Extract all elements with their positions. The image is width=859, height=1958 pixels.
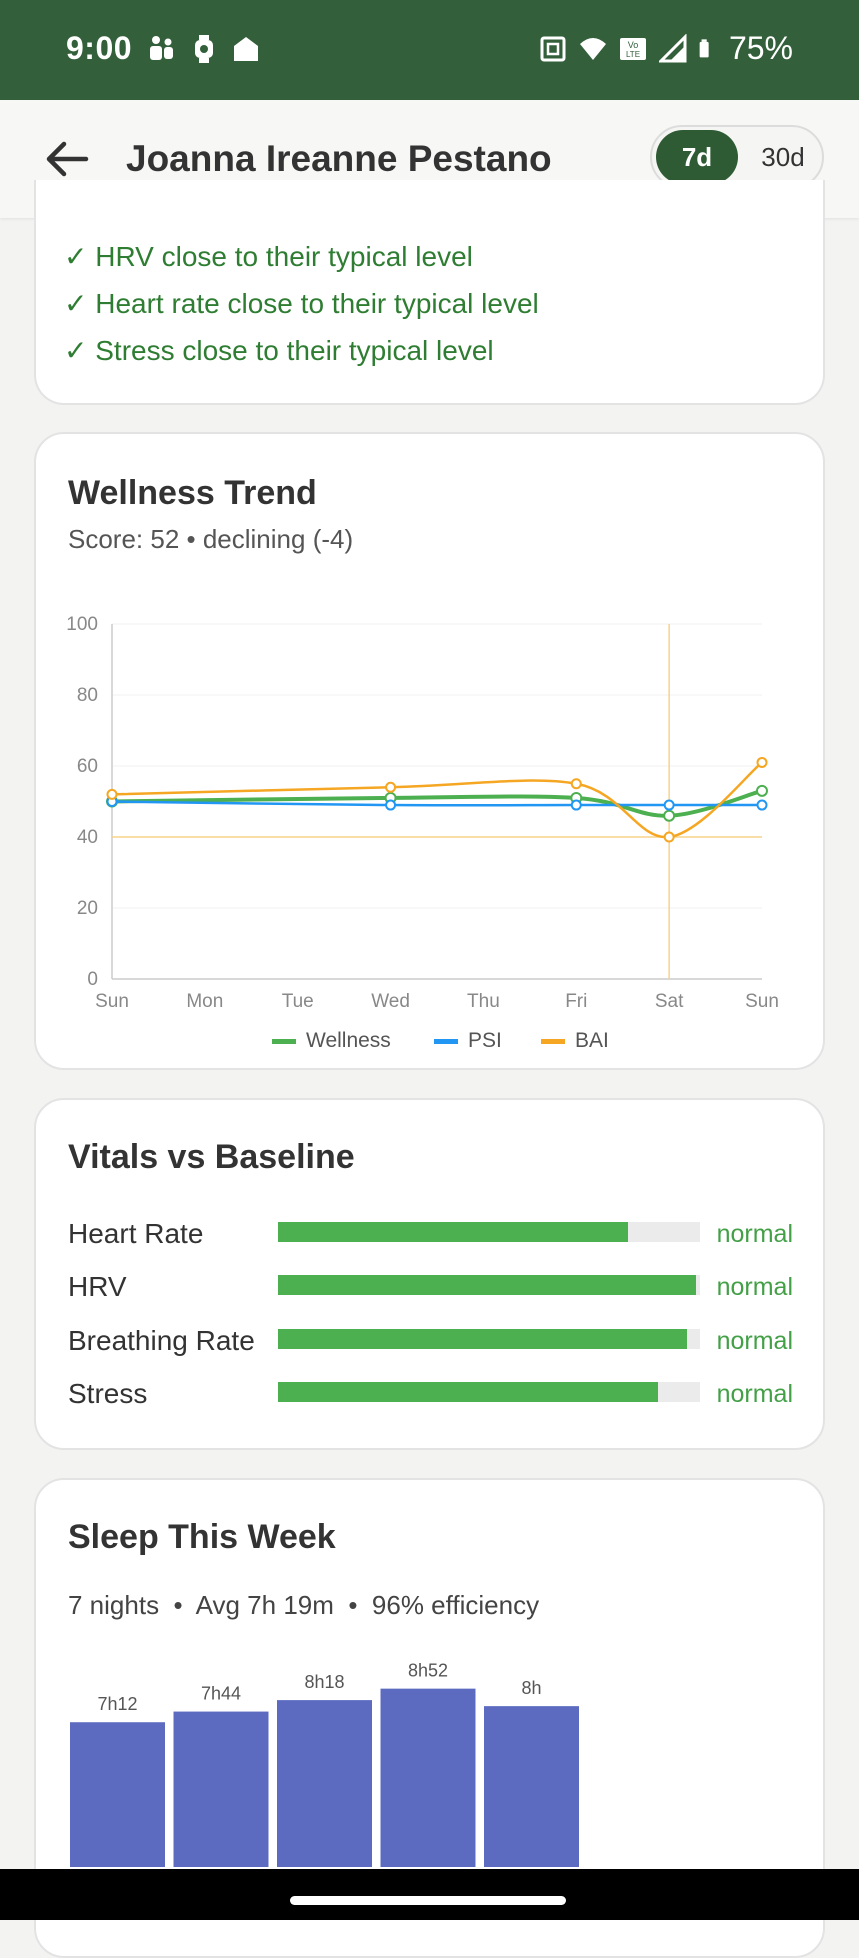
vital-label: Stress	[68, 1378, 148, 1409]
page-title: Joanna Ireanne Pestano	[126, 138, 552, 179]
card-title: Vitals vs Baseline	[68, 1138, 355, 1176]
vital-label: HRV	[68, 1271, 127, 1302]
vital-bar-fill	[278, 1382, 658, 1402]
y-tick-label: 20	[77, 898, 98, 919]
status-time: 9:00	[66, 30, 133, 66]
x-tick-label: Tue	[282, 991, 314, 1012]
sleep-bar-label: 7h44	[201, 1684, 241, 1704]
legend-label: BAI	[575, 1029, 609, 1052]
vital-bar	[278, 1275, 700, 1295]
vital-status: normal	[716, 1380, 793, 1408]
data-point-bai	[385, 781, 397, 793]
x-tick-label: Mon	[186, 991, 223, 1012]
nfc-icon	[540, 36, 566, 61]
data-point-bai	[106, 788, 118, 800]
wellness-score: Score: 52 • declining (-4)	[68, 524, 354, 554]
series-line-psi	[111, 800, 762, 807]
legend-label: Wellness	[306, 1029, 391, 1052]
sleep-bar-label: 8h	[521, 1678, 541, 1698]
battery-percent: 75%	[728, 30, 793, 66]
y-tick-label: 80	[77, 685, 98, 706]
data-point-bai	[756, 756, 768, 768]
home-icon	[234, 37, 258, 61]
data-point-wellness	[663, 809, 676, 822]
sleep-bar-label: 8h52	[408, 1661, 448, 1681]
x-tick-label: Sun	[95, 991, 129, 1012]
svg-text:LTE: LTE	[626, 50, 640, 59]
home-gesture-handle[interactable]	[290, 1896, 566, 1905]
series-line-wellness	[111, 788, 763, 818]
legend-swatch	[434, 1039, 458, 1044]
vitals-card: Vitals vs Baseline Heart Rate normal HRV…	[34, 1098, 825, 1450]
sleep-summary: 7 nights • Avg 7h 19m • 96% efficiency	[68, 1590, 540, 1620]
data-point-psi	[570, 799, 582, 811]
sleep-bar-label: 7h12	[97, 1694, 137, 1714]
sleep-bar[interactable]	[380, 1688, 476, 1867]
sleep-bar[interactable]	[70, 1722, 165, 1867]
x-tick-label: Wed	[371, 991, 410, 1012]
data-point-psi	[663, 799, 675, 811]
vital-bar-fill	[278, 1222, 629, 1242]
wellness-trend-card: Wellness Trend Score: 52 • declining (-4…	[34, 432, 825, 1070]
teams-icon	[150, 36, 173, 60]
data-point-psi	[385, 799, 397, 811]
x-tick-label: Sat	[655, 991, 684, 1012]
card-title: Wellness Trend	[68, 474, 317, 512]
watch-icon	[195, 35, 213, 63]
summary-card: ✓ HRV close to their typical level ✓ Hea…	[34, 180, 825, 405]
x-tick-label: Fri	[565, 991, 587, 1012]
y-tick-label: 100	[66, 614, 98, 635]
series-line-bai	[111, 761, 763, 839]
vital-label: Heart Rate	[68, 1218, 204, 1249]
wellness-line-chart: 0 20 40 60 80 100 Sun Mon Tue Wed Thu Fri Sat Sun Well…	[66, 614, 779, 1052]
summary-line: ✓ HRV close to their typical level	[64, 241, 473, 272]
vital-status: normal	[716, 1220, 793, 1248]
back-arrow-icon[interactable]	[42, 134, 92, 184]
range-toggle: 7d 30d	[650, 125, 824, 189]
wifi-icon	[579, 37, 606, 60]
sleep-bar-chart: 7h127h448h188h528hSunMon	[70, 1661, 579, 1867]
sleep-bar[interactable]	[484, 1706, 579, 1867]
legend-label: PSI	[468, 1029, 502, 1052]
range-30d-button[interactable]: 30d	[761, 141, 805, 172]
y-tick-label: 60	[77, 756, 98, 777]
legend-swatch	[541, 1039, 565, 1044]
vital-bar-fill	[278, 1329, 688, 1349]
vital-status: normal	[716, 1273, 793, 1301]
status-bar: 9:00 Vo LTE 75%	[0, 0, 859, 100]
x-tick-label: Thu	[467, 991, 500, 1012]
range-7d-button[interactable]: 7d	[656, 130, 738, 184]
vital-label: Breathing Rate	[68, 1325, 255, 1356]
data-point-psi	[756, 799, 768, 811]
signal-icon	[658, 33, 687, 62]
y-tick-label: 0	[87, 969, 98, 990]
summary-line: ✓ Stress close to their typical level	[64, 335, 494, 366]
data-point-wellness	[756, 784, 768, 797]
vital-bar	[278, 1382, 700, 1402]
battery-icon	[699, 38, 709, 57]
vital-bar	[278, 1222, 700, 1242]
data-point-bai	[570, 778, 582, 790]
vital-status: normal	[716, 1327, 793, 1355]
sleep-bar[interactable]	[173, 1711, 269, 1867]
vital-bar-fill	[278, 1275, 696, 1295]
legend-swatch	[272, 1039, 296, 1044]
data-point-bai	[663, 831, 675, 843]
card-title: Sleep This Week	[68, 1518, 336, 1556]
summary-line: ✓ Heart rate close to their typical leve…	[64, 288, 539, 319]
vital-bar	[278, 1329, 700, 1349]
navigation-bar	[0, 1869, 859, 1920]
y-tick-label: 40	[77, 827, 98, 848]
x-tick-label: Sun	[745, 991, 779, 1012]
svg-text:Vo: Vo	[628, 40, 639, 50]
sleep-bar-label: 8h18	[304, 1672, 344, 1692]
sleep-bar[interactable]	[277, 1700, 372, 1867]
